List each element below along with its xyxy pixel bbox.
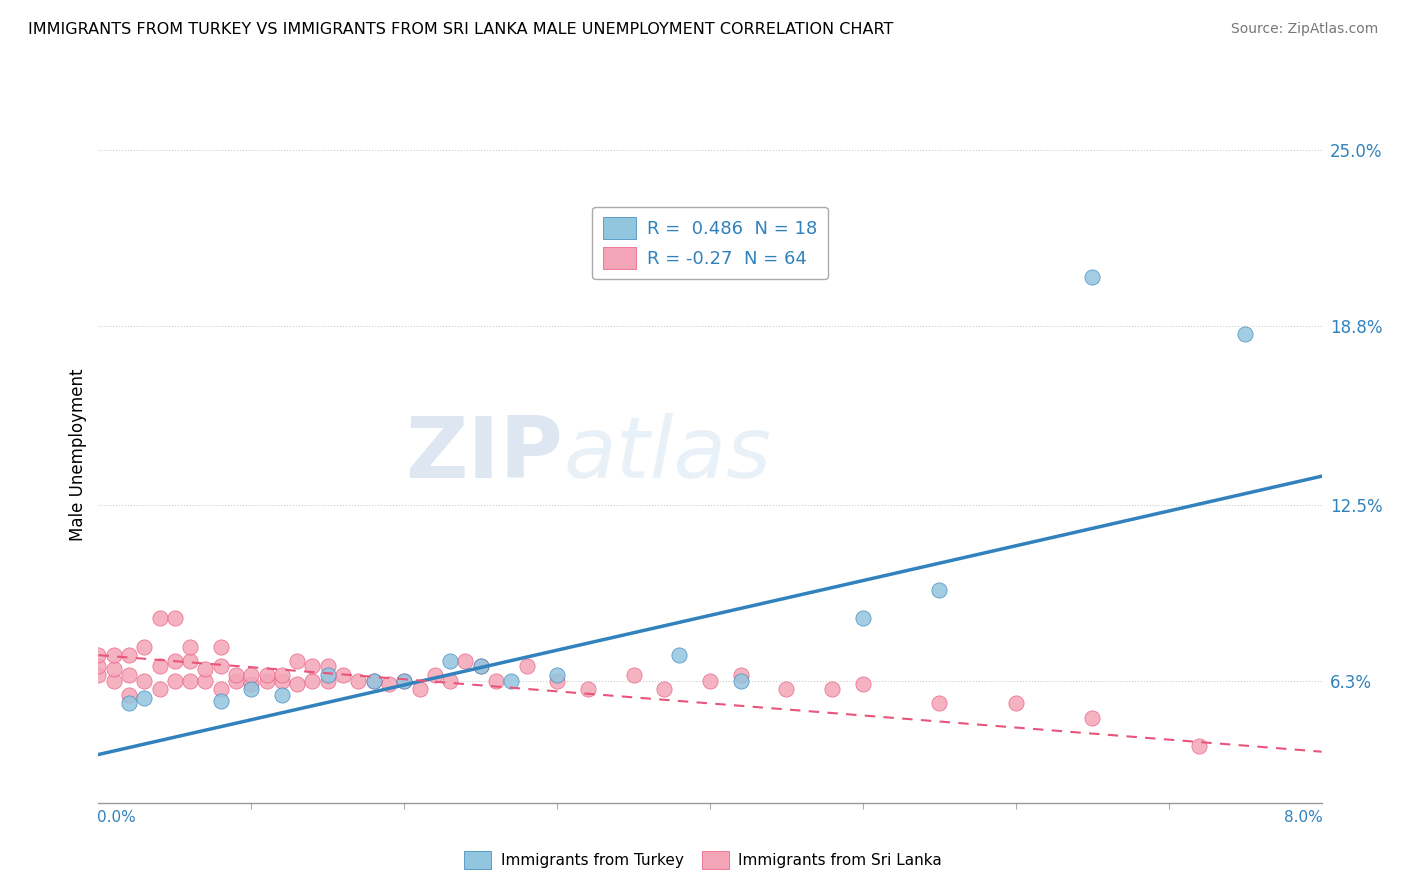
Point [163,673,186,688]
Point [347,673,370,688]
Text: ZIP: ZIP [405,413,564,497]
Point [316,668,339,682]
Point [1081,270,1104,285]
Point [87,668,110,682]
Point [301,659,323,673]
Point [928,582,950,597]
Point [1188,739,1211,753]
Point [163,611,186,625]
Point [470,659,492,673]
Point [209,640,232,654]
Point [392,673,416,688]
Point [163,654,186,668]
Point [316,673,339,688]
Point [623,668,645,682]
Point [423,668,446,682]
Point [256,673,278,688]
Point [118,668,141,682]
Point [240,668,263,682]
Point [240,676,263,690]
Point [103,648,125,662]
Point [301,673,323,688]
Point [454,654,477,668]
Point [546,668,568,682]
Point [103,673,125,688]
Point [852,611,875,625]
Point [179,673,201,688]
Point [270,673,294,688]
Point [194,673,217,688]
Y-axis label: Male Unemployment: Male Unemployment [69,368,87,541]
Point [103,662,125,676]
Point [225,668,247,682]
Point [149,659,172,673]
Point [118,688,141,702]
Legend: Immigrants from Turkey, Immigrants from Sri Lanka: Immigrants from Turkey, Immigrants from … [458,845,948,875]
Point [87,648,110,662]
Point [209,682,232,697]
Point [363,673,385,688]
Point [652,682,675,697]
Point [485,673,508,688]
Point [149,611,172,625]
Point [363,673,385,688]
Point [179,654,201,668]
Point [378,676,401,690]
Point [1234,327,1257,342]
Text: Source: ZipAtlas.com: Source: ZipAtlas.com [1230,22,1378,37]
Point [194,662,217,676]
Point [775,682,797,697]
Text: atlas: atlas [564,413,772,497]
Point [316,659,339,673]
Point [270,668,294,682]
Point [439,673,461,688]
Point [256,668,278,682]
Point [134,690,156,705]
Point [470,659,492,673]
Point [240,682,263,697]
Point [332,668,354,682]
Point [87,659,110,673]
Text: 0.0%: 0.0% [97,810,136,825]
Point [439,654,461,668]
Point [209,693,232,707]
Point [928,697,950,711]
Point [134,640,156,654]
Point [501,673,523,688]
Text: IMMIGRANTS FROM TURKEY VS IMMIGRANTS FROM SRI LANKA MALE UNEMPLOYMENT CORRELATIO: IMMIGRANTS FROM TURKEY VS IMMIGRANTS FRO… [28,22,893,37]
Point [134,673,156,688]
Point [118,697,141,711]
Point [209,659,232,673]
Legend: R =  0.486  N = 18, R = -0.27  N = 64: R = 0.486 N = 18, R = -0.27 N = 64 [592,207,828,279]
Point [668,648,690,662]
Point [730,668,752,682]
Point [392,673,416,688]
Point [516,659,538,673]
Point [730,673,752,688]
Point [225,673,247,688]
Point [576,682,599,697]
Point [699,673,721,688]
Point [546,673,568,688]
Point [852,676,875,690]
Point [1081,710,1104,724]
Text: 8.0%: 8.0% [1284,810,1323,825]
Point [821,682,844,697]
Point [1004,697,1026,711]
Point [270,688,294,702]
Point [149,682,172,697]
Point [285,676,308,690]
Point [118,648,141,662]
Point [285,654,308,668]
Point [408,682,430,697]
Point [179,640,201,654]
